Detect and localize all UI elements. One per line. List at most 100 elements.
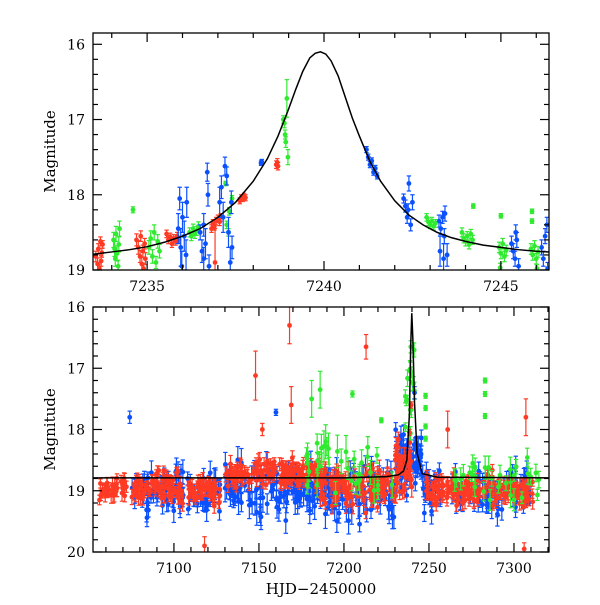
marker <box>213 260 218 265</box>
marker <box>207 264 212 269</box>
marker <box>221 215 226 220</box>
marker <box>184 253 189 258</box>
marker <box>433 221 438 226</box>
marker <box>530 219 535 224</box>
marker <box>189 488 194 493</box>
marker <box>530 209 535 214</box>
marker <box>498 213 503 218</box>
marker <box>319 491 324 496</box>
marker <box>350 502 355 507</box>
marker <box>231 498 236 503</box>
marker <box>180 501 185 506</box>
marker <box>260 495 265 500</box>
data-point-green <box>535 265 540 273</box>
marker <box>117 226 122 231</box>
plot-area <box>93 52 550 297</box>
marker <box>305 497 310 502</box>
marker <box>225 470 230 475</box>
marker <box>363 490 368 495</box>
data-point-blue <box>177 187 182 210</box>
marker <box>208 483 213 488</box>
marker <box>283 140 288 145</box>
marker <box>357 522 362 527</box>
marker <box>470 238 475 243</box>
marker <box>513 230 518 235</box>
data-point-blue <box>221 202 226 232</box>
marker <box>298 493 303 498</box>
data-point-blue <box>445 244 450 267</box>
data-point-green <box>530 219 535 224</box>
marker <box>120 485 125 490</box>
y-tick-label: 17 <box>67 113 85 129</box>
marker <box>407 181 412 186</box>
marker <box>145 500 150 505</box>
data-point-green <box>498 263 503 272</box>
y-tick-label: 16 <box>67 37 85 53</box>
data-point-green <box>286 150 291 165</box>
marker <box>179 264 184 269</box>
marker <box>441 256 446 261</box>
marker <box>284 96 289 101</box>
marker <box>369 494 374 499</box>
data-point-green <box>283 137 288 148</box>
data-point-blue <box>441 244 446 274</box>
marker <box>248 498 253 503</box>
marker <box>251 469 256 474</box>
data-point-blue <box>407 176 412 191</box>
marker <box>375 453 380 458</box>
marker <box>100 242 105 247</box>
data-point-blue <box>184 187 189 217</box>
marker <box>382 478 387 483</box>
model-curve <box>93 52 549 254</box>
marker <box>376 488 381 493</box>
marker <box>237 473 242 478</box>
marker <box>293 500 298 505</box>
marker <box>162 495 167 500</box>
marker <box>208 470 213 475</box>
marker <box>272 471 277 476</box>
marker <box>224 174 229 179</box>
marker <box>138 234 143 239</box>
marker <box>532 244 537 249</box>
marker <box>341 484 346 489</box>
marker <box>277 499 282 504</box>
data-point-green <box>498 213 503 218</box>
y-tick-label: 18 <box>67 188 85 204</box>
data-point-green <box>352 451 357 467</box>
marker <box>288 470 293 475</box>
marker <box>307 469 312 474</box>
marker <box>154 260 159 265</box>
marker <box>116 242 121 247</box>
marker <box>230 245 235 250</box>
marker <box>131 207 136 212</box>
data-point-red <box>138 231 143 242</box>
data-point-green <box>335 435 340 468</box>
marker <box>103 488 108 493</box>
marker <box>543 234 548 239</box>
data-point-green <box>530 209 535 214</box>
marker <box>142 241 147 246</box>
marker <box>201 256 206 261</box>
marker <box>315 441 320 446</box>
marker <box>146 508 151 513</box>
marker <box>179 491 184 496</box>
marker <box>204 508 209 513</box>
marker <box>387 507 392 512</box>
marker <box>300 466 305 471</box>
marker <box>375 505 380 510</box>
marker <box>390 482 395 487</box>
marker <box>339 459 344 464</box>
marker <box>443 211 448 216</box>
marker <box>344 449 349 454</box>
marker <box>333 491 338 496</box>
marker <box>408 476 413 481</box>
data-point-green <box>283 130 288 139</box>
marker <box>186 507 191 512</box>
marker <box>174 470 179 475</box>
marker <box>217 219 222 224</box>
marker <box>177 196 182 201</box>
marker <box>541 256 546 261</box>
marker <box>232 481 237 486</box>
